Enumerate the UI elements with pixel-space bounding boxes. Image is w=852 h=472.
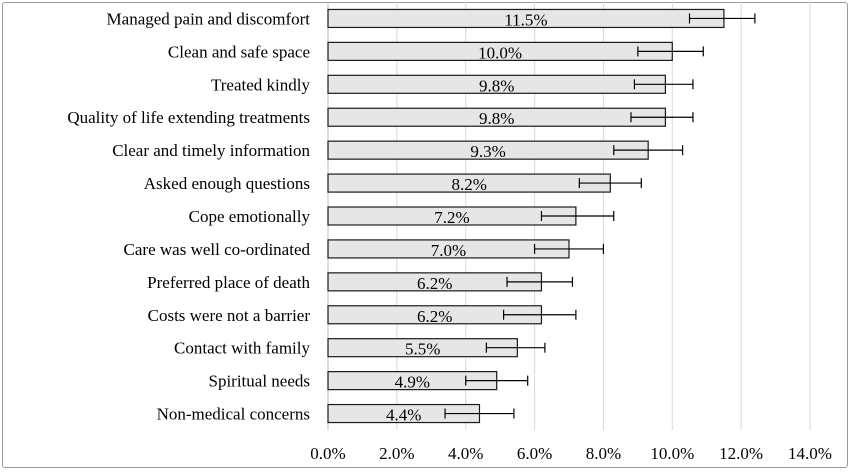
data-label: 9.8% bbox=[479, 76, 514, 95]
category-label: Asked enough questions bbox=[144, 174, 310, 193]
x-tick-label: 2.0% bbox=[379, 444, 414, 463]
data-label: 10.0% bbox=[478, 43, 522, 62]
x-tick-label: 6.0% bbox=[517, 444, 552, 463]
category-label: Care was well co-ordinated bbox=[124, 240, 311, 259]
data-label: 7.0% bbox=[431, 241, 466, 260]
data-label: 6.2% bbox=[417, 274, 452, 293]
category-label: Treated kindly bbox=[211, 75, 311, 94]
data-label: 11.5% bbox=[504, 10, 547, 29]
category-label: Spiritual needs bbox=[208, 372, 310, 391]
category-label: Clean and safe space bbox=[168, 42, 310, 61]
category-label: Preferred place of death bbox=[147, 273, 310, 292]
data-label: 4.4% bbox=[386, 406, 421, 425]
x-tick-label: 10.0% bbox=[650, 444, 694, 463]
data-label: 9.8% bbox=[479, 109, 514, 128]
data-label: 9.3% bbox=[470, 142, 505, 161]
x-tick-label: 8.0% bbox=[586, 444, 621, 463]
data-label: 7.2% bbox=[434, 208, 469, 227]
data-label: 4.9% bbox=[395, 373, 430, 392]
category-label: Quality of life extending treatments bbox=[67, 108, 310, 127]
x-tick-label: 0.0% bbox=[310, 444, 345, 463]
category-label: Managed pain and discomfort bbox=[107, 9, 311, 28]
data-label: 5.5% bbox=[405, 340, 440, 359]
category-label: Costs were not a barrier bbox=[148, 306, 311, 325]
category-label: Non-medical concerns bbox=[157, 405, 310, 424]
x-tick-label: 4.0% bbox=[448, 444, 483, 463]
category-label: Clear and timely information bbox=[112, 141, 310, 160]
category-label: Contact with family bbox=[174, 339, 310, 358]
category-label: Cope emotionally bbox=[189, 207, 311, 226]
x-tick-label: 14.0% bbox=[788, 444, 832, 463]
x-tick-label: 12.0% bbox=[719, 444, 763, 463]
data-label: 6.2% bbox=[417, 307, 452, 326]
data-label: 8.2% bbox=[451, 175, 486, 194]
